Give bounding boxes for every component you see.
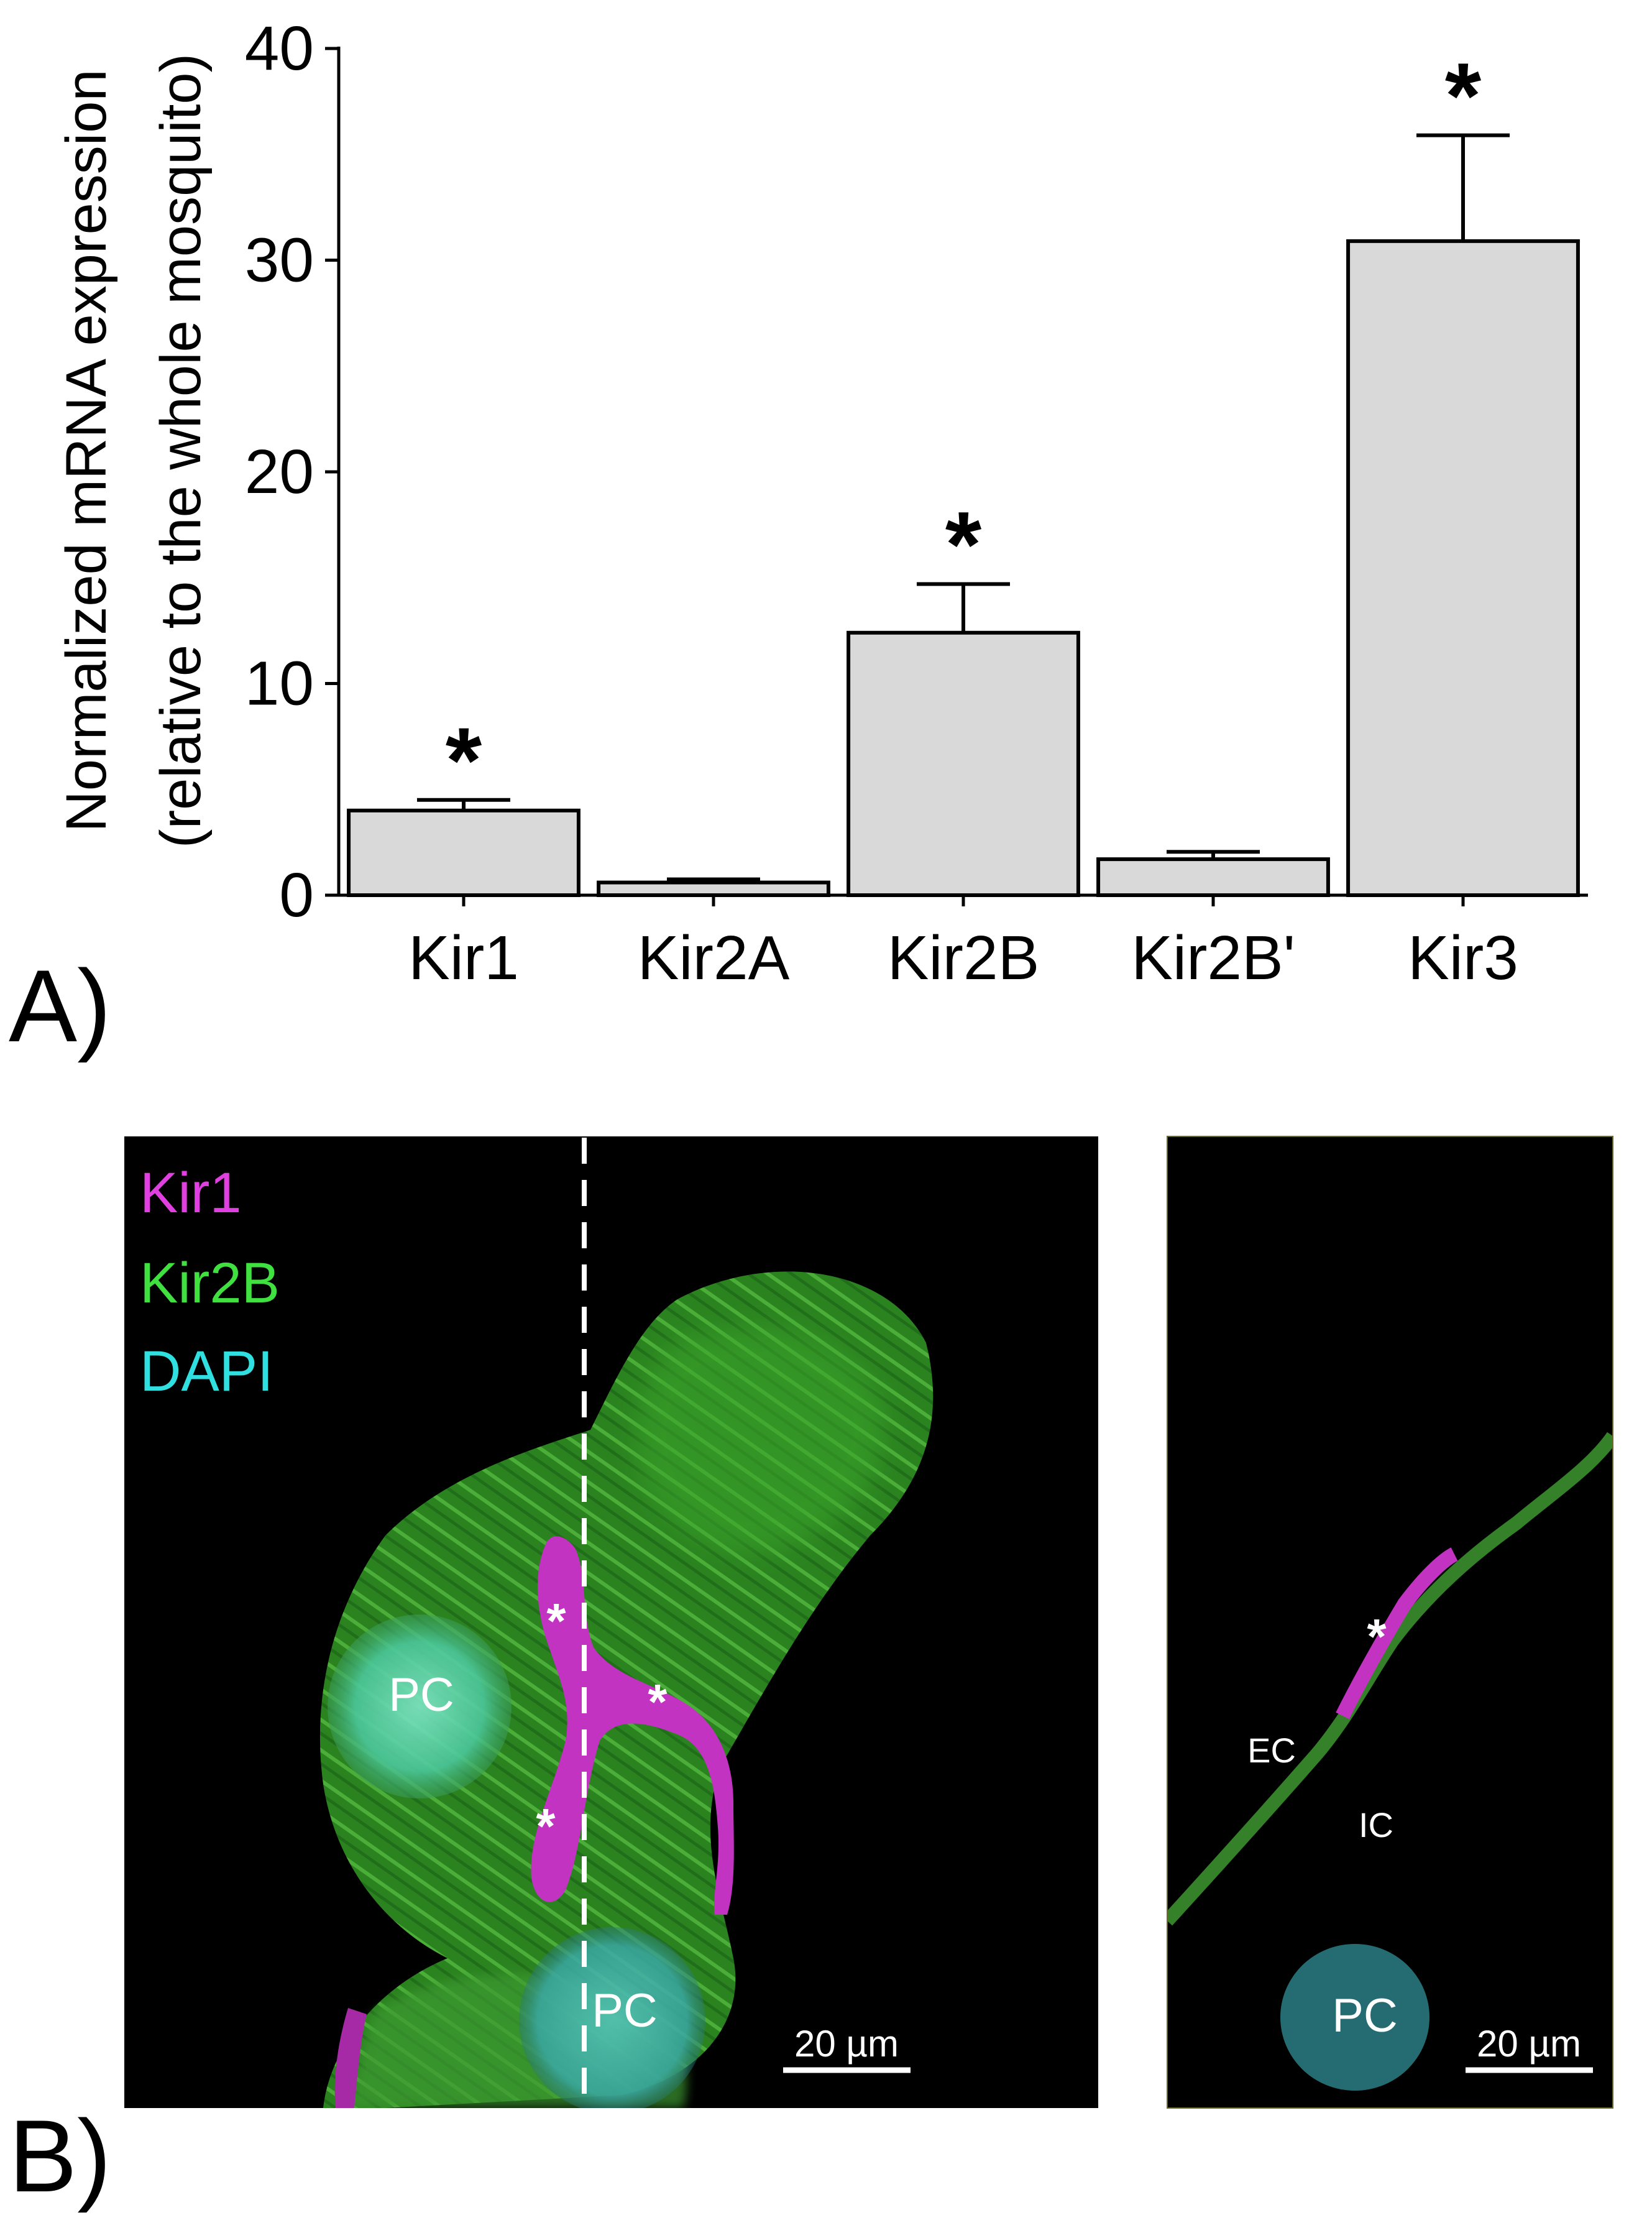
y-tick-label: 40 (245, 14, 314, 83)
micrograph-left: * * * PC PC Kir1 Kir2B DAPI 20 µm (124, 1136, 1098, 2108)
legend-dapi: DAPI (140, 1340, 273, 1403)
y-tick-label: 20 (245, 437, 314, 507)
y-tick-label: 10 (245, 649, 314, 719)
bar (1346, 239, 1580, 898)
error-bars (417, 133, 1510, 883)
x-tick-label: Kir2B' (1131, 923, 1295, 993)
pc-label: PC (1332, 1989, 1398, 2042)
panel-a-label: A) (9, 949, 111, 1063)
y-axis-label-line2: (relative to the whole mosquito) (149, 53, 213, 848)
stellate-asterisk: * (536, 1798, 556, 1854)
scale-bar-label: 20 µm (794, 2023, 899, 2065)
significance-asterisk: * (1445, 44, 1482, 148)
x-tick-label: Kir3 (1408, 923, 1518, 993)
stellate-asterisk: * (648, 1674, 668, 1729)
x-axis-labels: Kir1 Kir2A Kir2B Kir2B' Kir3 (408, 895, 1518, 993)
stellate-asterisk: * (1367, 1609, 1387, 1664)
principal-cell-nucleus (328, 1614, 512, 1798)
x-tick-label: Kir2B (888, 923, 1040, 993)
legend-kir1: Kir1 (140, 1161, 242, 1225)
x-tick-label: Kir2A (638, 923, 790, 993)
y-tick-label: 30 (245, 226, 314, 295)
micrograph-right: * EC IC PC 20 µm (1167, 1136, 1613, 2109)
ic-label: IC (1359, 1805, 1393, 1844)
bar (1096, 857, 1330, 897)
y-tick-label: 0 (279, 860, 314, 930)
stellate-asterisk: * (546, 1593, 566, 1649)
significance-asterisk: * (945, 492, 982, 596)
significance-asterisk: * (446, 708, 482, 813)
x-tick-label: Kir1 (408, 923, 519, 993)
bar (597, 880, 830, 897)
bar (347, 808, 580, 898)
ec-label: EC (1247, 1731, 1296, 1770)
bar (847, 630, 1080, 898)
bar-chart: 0 10 20 30 40 * * * Kir1 Kir2A Kir2B Kir2B' Kir3 N… (55, 14, 1588, 993)
significance-marks: * * * (446, 44, 1482, 813)
pc-label: PC (388, 1669, 454, 1721)
membrane (1167, 1432, 1613, 1926)
principal-cell-nucleus (1280, 1944, 1429, 2091)
bars (347, 239, 1580, 898)
pc-label: PC (592, 1984, 658, 2037)
principal-cell-nucleus (519, 1927, 705, 2108)
kir1-signal (1336, 1547, 1458, 1720)
scale-bar-label: 20 µm (1477, 2023, 1581, 2065)
panel-b-label: B) (9, 2099, 111, 2213)
y-axis-ticks: 0 10 20 30 40 (245, 14, 339, 930)
legend-kir2b: Kir2B (140, 1251, 280, 1315)
y-axis-label-line1: Normalized mRNA expression (55, 69, 118, 832)
